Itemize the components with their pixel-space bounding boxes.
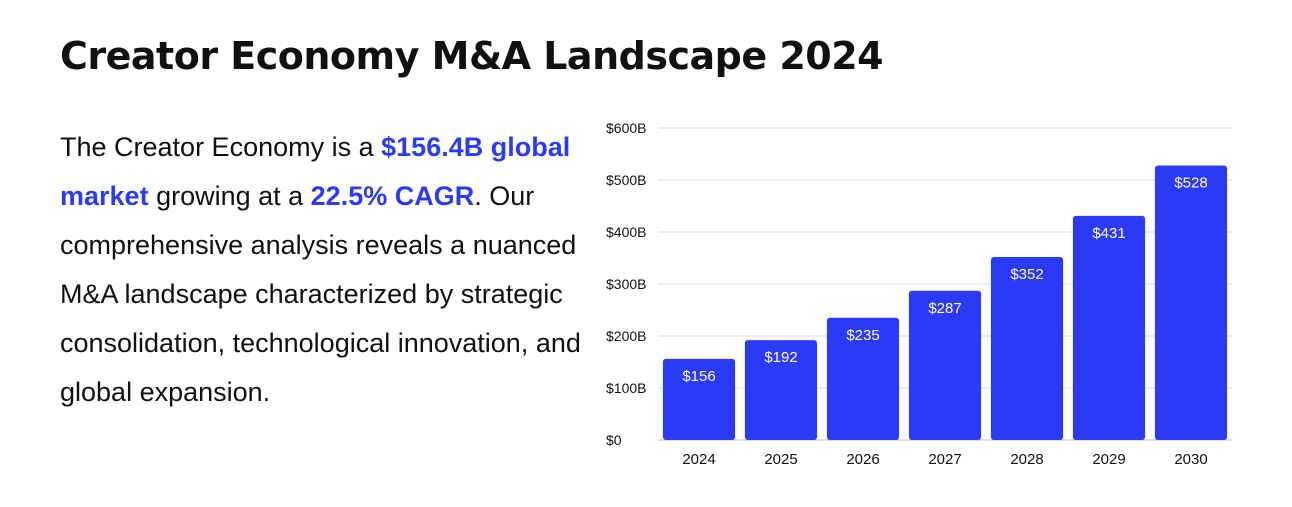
x-tick-label: 2029 — [1092, 451, 1125, 468]
y-axis-ticks: $0 $100B $200B $300B $400B $500B $600B — [606, 120, 646, 448]
bar-2024 — [662, 358, 736, 440]
market-description: The Creator Economy is a $156.4B global … — [60, 123, 590, 417]
data-label: $352 — [1010, 266, 1043, 283]
y-tick-label: $100B — [606, 380, 646, 396]
bar-2025 — [744, 340, 818, 440]
y-tick-label: $600B — [606, 120, 646, 136]
bars: $156 $192 $235 $287 $352 $431 $528 — [662, 165, 1228, 440]
x-tick-label: 2025 — [764, 451, 797, 468]
data-label: $192 — [764, 349, 797, 366]
x-tick-label: 2027 — [928, 451, 961, 468]
description-text: growing at a — [148, 181, 311, 211]
x-tick-label: 2030 — [1174, 451, 1207, 468]
x-tick-label: 2024 — [682, 451, 715, 468]
data-label: $528 — [1174, 174, 1207, 191]
x-tick-label: 2026 — [846, 451, 879, 468]
bar-2029 — [1072, 215, 1146, 440]
page-title: Creator Economy M&A Landscape 2024 — [60, 34, 884, 78]
y-tick-label: $0 — [606, 432, 622, 448]
description-text: . Our comprehensive analysis reveals a n… — [60, 181, 581, 407]
data-label: $431 — [1092, 225, 1125, 242]
y-tick-label: $500B — [606, 172, 646, 188]
bar-2026 — [826, 317, 900, 440]
market-growth-bar-chart: $0 $100B $200B $300B $400B $500B $600B $156 $19… — [606, 120, 1232, 468]
y-tick-label: $400B — [606, 224, 646, 240]
description-text: The Creator Economy is a — [60, 132, 382, 162]
y-tick-label: $300B — [606, 276, 646, 292]
cagr-highlight: 22.5% CAGR — [310, 181, 475, 211]
bar-2030 — [1154, 165, 1228, 440]
market-size-highlight: $156.4B global market — [60, 132, 571, 211]
data-label: $156 — [682, 368, 715, 385]
bar-2027 — [908, 290, 982, 440]
data-label: $235 — [846, 327, 879, 344]
x-tick-label: 2028 — [1010, 451, 1043, 468]
x-axis-ticks: 2024 2025 2026 2027 2028 2029 2030 — [682, 451, 1207, 468]
y-tick-label: $200B — [606, 328, 646, 344]
bar-2028 — [990, 256, 1064, 440]
data-label: $287 — [928, 300, 961, 317]
